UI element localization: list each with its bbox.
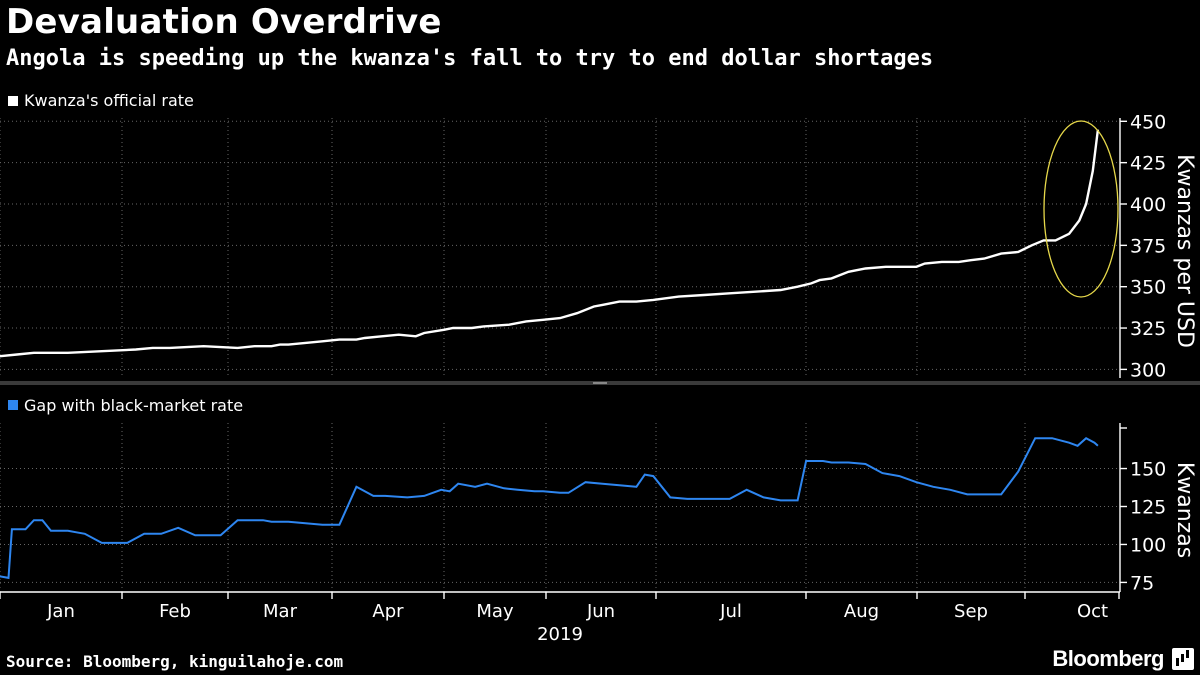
chart-subtitle: Angola is speeding up the kwanza's fall …	[6, 46, 934, 71]
x-tick-label: Jan	[46, 601, 75, 622]
x-tick-label: Feb	[159, 601, 191, 622]
x-tick-label: Aug	[844, 601, 879, 622]
x-tick-label: Oct	[1077, 601, 1108, 622]
x-tick-label: Jul	[719, 601, 742, 622]
series-line-official-rate	[0, 129, 1100, 358]
legend-swatch-official	[8, 96, 18, 106]
x-tick-label: Sep	[954, 601, 988, 622]
y-tick-label: 350	[1130, 277, 1166, 299]
legend-swatch-gap	[8, 400, 18, 410]
highlight-ellipse	[1043, 120, 1119, 298]
brand-logo-text: Bloomberg	[1052, 646, 1164, 671]
x-year-label: 2019	[537, 624, 583, 645]
x-tick-label: Apr	[372, 601, 404, 622]
legend-official-rate: Kwanza's official rate	[24, 91, 194, 110]
bottom-grid	[0, 423, 1120, 592]
y-tick-label: 100	[1130, 534, 1166, 556]
x-tick-label: Jun	[586, 601, 615, 622]
x-tick-label: May	[476, 601, 514, 622]
y-tick-label: 300	[1130, 359, 1166, 381]
y-tick-label: 75	[1130, 572, 1154, 594]
y-tick-label: 125	[1130, 497, 1166, 519]
panel-divider-handle	[593, 382, 607, 384]
y-axis-label-bottom: Kwanzas	[1172, 462, 1197, 558]
series-line-gap	[0, 436, 1099, 580]
top-y-axis: 300 325 350 375 400 425 450	[1119, 111, 1166, 381]
y-tick-label: 375	[1130, 235, 1166, 257]
legend-gap-rate: Gap with black-market rate	[24, 396, 243, 415]
y-tick-label: 425	[1130, 153, 1166, 175]
y-tick-label: 150	[1130, 459, 1166, 481]
top-grid	[0, 118, 1120, 376]
y-tick-label: 450	[1130, 111, 1166, 133]
bloomberg-chart-icon	[1172, 648, 1194, 670]
bottom-y-axis: 75 100 125 150	[1119, 423, 1166, 594]
y-axis-label-top: Kwanzas per USD	[1172, 154, 1197, 348]
x-tick-label: Mar	[263, 601, 298, 622]
y-tick-label: 400	[1130, 194, 1166, 216]
y-tick-label: 325	[1130, 318, 1166, 340]
source-note: Source: Bloomberg, kinguilahoje.com	[6, 652, 344, 671]
chart-title: Devaluation Overdrive	[6, 2, 442, 42]
x-axis: Jan Feb Mar Apr May Jun Jul Aug Sep Oct 2019	[0, 591, 1120, 645]
